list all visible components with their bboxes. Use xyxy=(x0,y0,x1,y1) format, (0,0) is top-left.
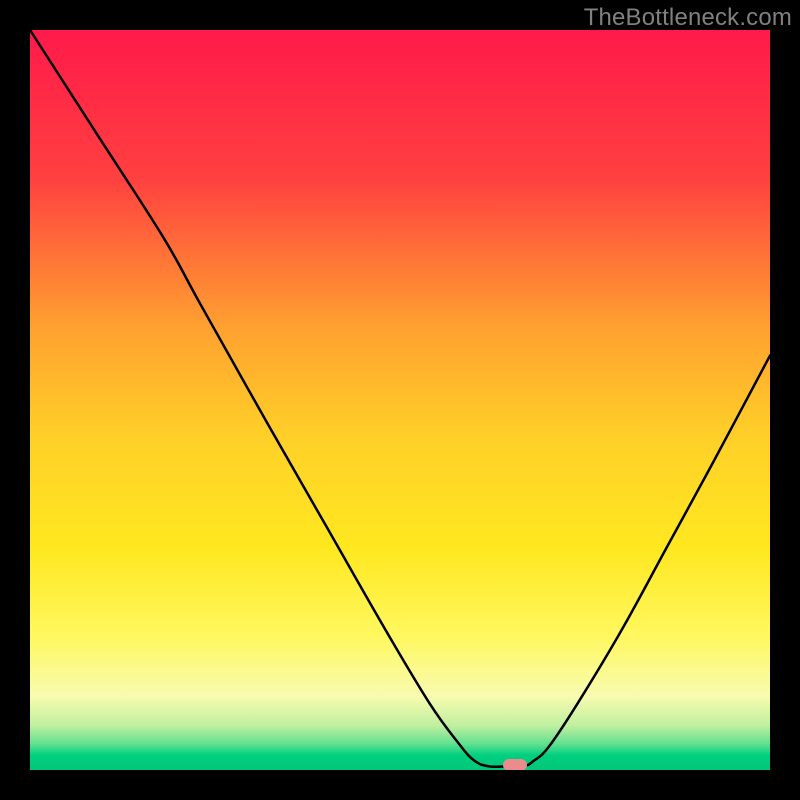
optimal-marker xyxy=(503,759,527,770)
gradient-background xyxy=(30,30,770,770)
bottleneck-chart: TheBottleneck.com xyxy=(0,0,800,800)
watermark-text: TheBottleneck.com xyxy=(584,4,792,32)
plot-area xyxy=(30,30,770,770)
